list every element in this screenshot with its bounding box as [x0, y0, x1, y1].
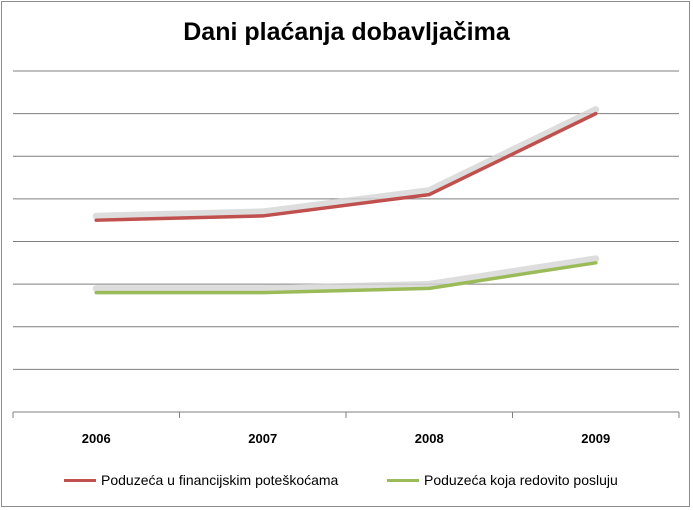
series-line-2 — [94, 261, 598, 295]
x-tick-label: 2007 — [248, 431, 277, 446]
data-point — [94, 291, 98, 295]
data-point — [427, 193, 431, 197]
x-tick-label: 2006 — [82, 431, 111, 446]
chart-title: Dani plaćanja dobavljačima — [183, 18, 510, 46]
series-line-1 — [94, 111, 598, 222]
series-line-shadow — [92, 255, 600, 293]
data-point — [261, 291, 265, 295]
legend-swatch — [387, 478, 419, 482]
legend-label: Poduzeća koja redovito posluju — [424, 472, 618, 488]
data-point — [594, 261, 598, 265]
legend-item: Poduzeća u financijskim poteškoćama — [64, 472, 338, 488]
legend-swatch — [64, 478, 96, 482]
legend: Poduzeća u financijskim poteškoćama Poduz… — [0, 472, 693, 492]
legend-item: Poduzeća koja redovito posluju — [387, 472, 618, 488]
data-point — [427, 286, 431, 290]
legend-label: Poduzeća u financijskim poteškoćama — [101, 472, 339, 488]
data-point — [594, 112, 598, 116]
data-point — [261, 214, 265, 218]
data-point — [94, 218, 98, 222]
series-line-shadow — [92, 106, 600, 220]
x-tick-label: 2008 — [415, 431, 444, 446]
x-tick-label: 2009 — [581, 431, 610, 446]
